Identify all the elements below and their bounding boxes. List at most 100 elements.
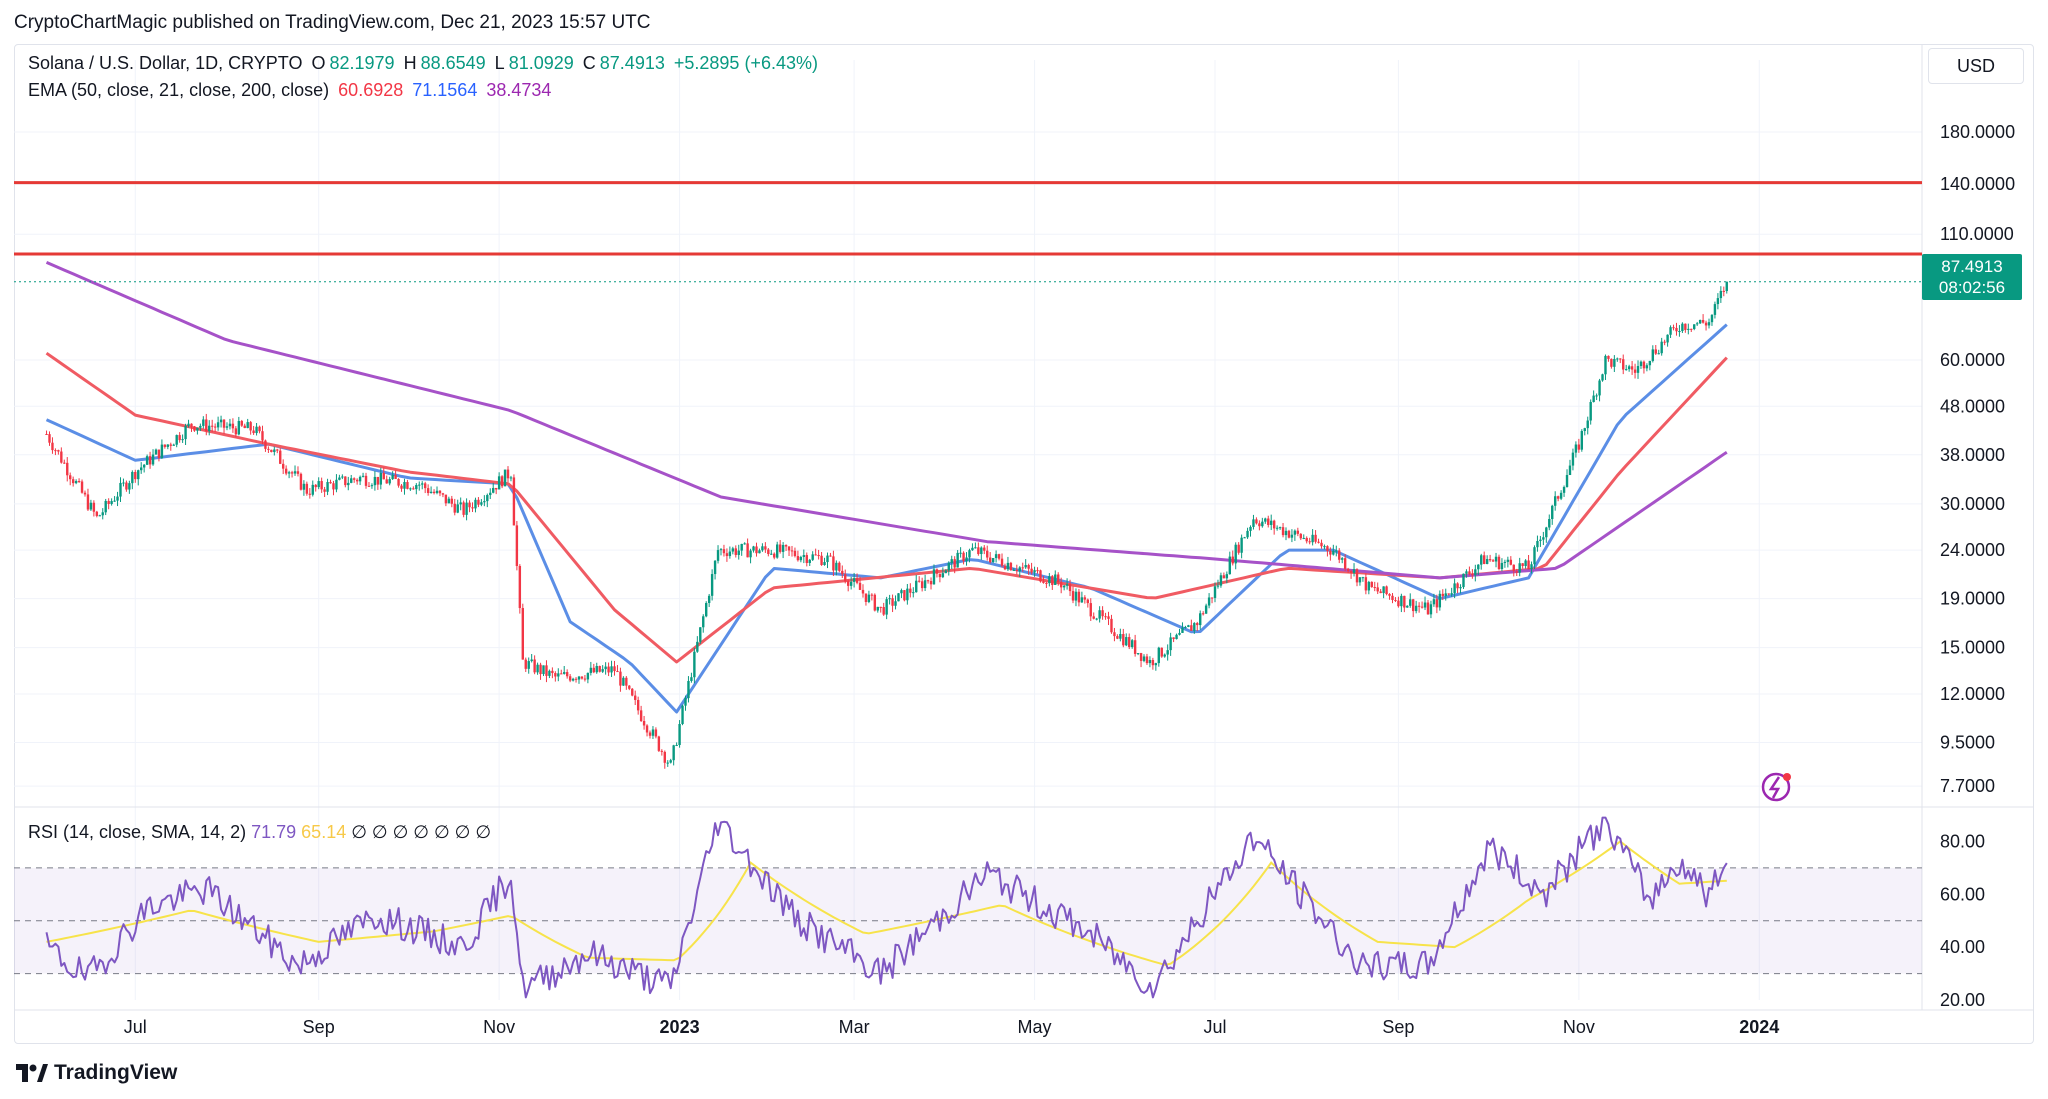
candle-body xyxy=(166,444,170,447)
candle-body xyxy=(415,485,418,490)
price-tick-label: 15.0000 xyxy=(1940,638,2005,658)
candle-body xyxy=(1355,569,1359,583)
candle-body xyxy=(125,482,128,490)
candle-body xyxy=(151,454,155,465)
price-axis: 180.0000 140.0000 110.0000 60.0000 48.0000 38… xyxy=(1940,122,2015,1010)
candle-body xyxy=(86,494,90,510)
candle-body xyxy=(66,462,69,476)
candle-body xyxy=(1456,583,1459,589)
candle-body xyxy=(332,483,335,490)
candle-body xyxy=(110,501,113,504)
rsi-pane xyxy=(14,816,1922,999)
rsi-sma-line[interactable] xyxy=(46,840,1727,966)
candle-body xyxy=(879,606,882,608)
candle-body xyxy=(400,485,403,489)
ema-label[interactable]: EMA (50, close, 21, close, 200, close) xyxy=(28,80,330,100)
price-legend: Solana / U.S. Dollar, 1D, CRYPTO O 82.197… xyxy=(28,53,822,74)
symbol-label[interactable]: Solana / U.S. Dollar, 1D, CRYPTO xyxy=(28,53,303,73)
candle-body xyxy=(403,482,406,489)
candle-body xyxy=(841,570,844,575)
ema21-value: 71.1564 xyxy=(412,80,478,100)
candle-body xyxy=(77,481,81,483)
candle-body xyxy=(1281,527,1285,536)
candle-body xyxy=(1225,574,1229,579)
candle-body xyxy=(1562,486,1566,493)
candle-body xyxy=(412,488,415,490)
candle-body xyxy=(1219,575,1223,586)
candle-body xyxy=(284,468,288,474)
ema-lines xyxy=(45,261,1728,714)
snapshot-icon[interactable] xyxy=(1761,772,1791,802)
candle-body xyxy=(1438,593,1442,608)
candle-body xyxy=(518,565,522,609)
candle-body xyxy=(953,559,956,568)
candle-body xyxy=(852,578,856,582)
candle-body xyxy=(382,472,385,480)
candle-body xyxy=(255,426,258,434)
candle-body xyxy=(98,515,101,517)
candle-body xyxy=(456,504,459,513)
candle-body xyxy=(1320,542,1323,547)
candle-body xyxy=(199,425,202,428)
currency-button[interactable]: USD xyxy=(1928,48,2024,84)
ema200-line[interactable] xyxy=(45,261,1728,580)
candle-body xyxy=(713,560,717,575)
ema-legend: EMA (50, close, 21, close, 200, close) 6… xyxy=(28,80,555,101)
candle-body xyxy=(1101,610,1104,617)
tradingview-logo[interactable]: TradingView xyxy=(16,1061,177,1085)
candle-body xyxy=(1610,358,1613,367)
price-tick-label: 110.0000 xyxy=(1940,224,2014,244)
candle-body xyxy=(1698,319,1702,324)
candle-body xyxy=(1639,361,1643,367)
candle-body xyxy=(1193,623,1196,631)
bar-countdown: 08:02:56 xyxy=(1938,278,2006,297)
candle-body xyxy=(900,590,903,594)
candle-body xyxy=(731,548,735,552)
candle-body xyxy=(122,482,125,484)
candle-body xyxy=(134,471,137,480)
candle-body xyxy=(1243,537,1246,539)
candle-body xyxy=(1323,546,1326,548)
candle-body xyxy=(1687,328,1690,330)
ema21-line[interactable] xyxy=(45,323,1728,714)
rsi-label[interactable]: RSI (14, close, SMA, 14, 2) xyxy=(28,822,247,842)
candle-body xyxy=(1128,637,1131,648)
candle-body xyxy=(722,549,726,554)
candle-body xyxy=(1329,550,1332,555)
candle-body xyxy=(1530,564,1533,570)
grid-lines xyxy=(14,44,2034,1011)
candle-body xyxy=(631,688,634,696)
candle-body xyxy=(1693,324,1696,330)
price-tick-label: 30.0000 xyxy=(1940,494,2005,514)
candle-body xyxy=(468,502,471,508)
candle-body xyxy=(616,671,619,673)
candle-body xyxy=(1722,290,1726,292)
candle-body xyxy=(743,543,746,545)
candle-body xyxy=(137,470,140,480)
candle-body xyxy=(1317,541,1320,543)
candle-body xyxy=(1660,341,1663,354)
candle-body xyxy=(163,444,167,447)
candle-body xyxy=(57,450,60,452)
candle-body xyxy=(1663,341,1666,343)
candle-body xyxy=(338,477,341,480)
candle-body xyxy=(1482,555,1486,564)
candle-body xyxy=(563,672,566,674)
candle-body xyxy=(1116,636,1119,639)
candle-body xyxy=(861,589,865,594)
candle-body xyxy=(1468,571,1471,574)
candle-body xyxy=(669,760,672,763)
candle-body xyxy=(1598,380,1601,396)
candle-body xyxy=(1314,534,1317,542)
candle-body xyxy=(276,449,279,451)
candle-body xyxy=(258,426,261,432)
candle-body xyxy=(1491,560,1495,562)
candle-body xyxy=(1172,637,1175,640)
candle-body xyxy=(329,482,332,484)
candle-body xyxy=(494,487,498,490)
candle-body xyxy=(530,659,533,662)
candle-body xyxy=(51,442,54,451)
rsi-line[interactable] xyxy=(45,816,1728,999)
candle-body xyxy=(932,569,936,585)
